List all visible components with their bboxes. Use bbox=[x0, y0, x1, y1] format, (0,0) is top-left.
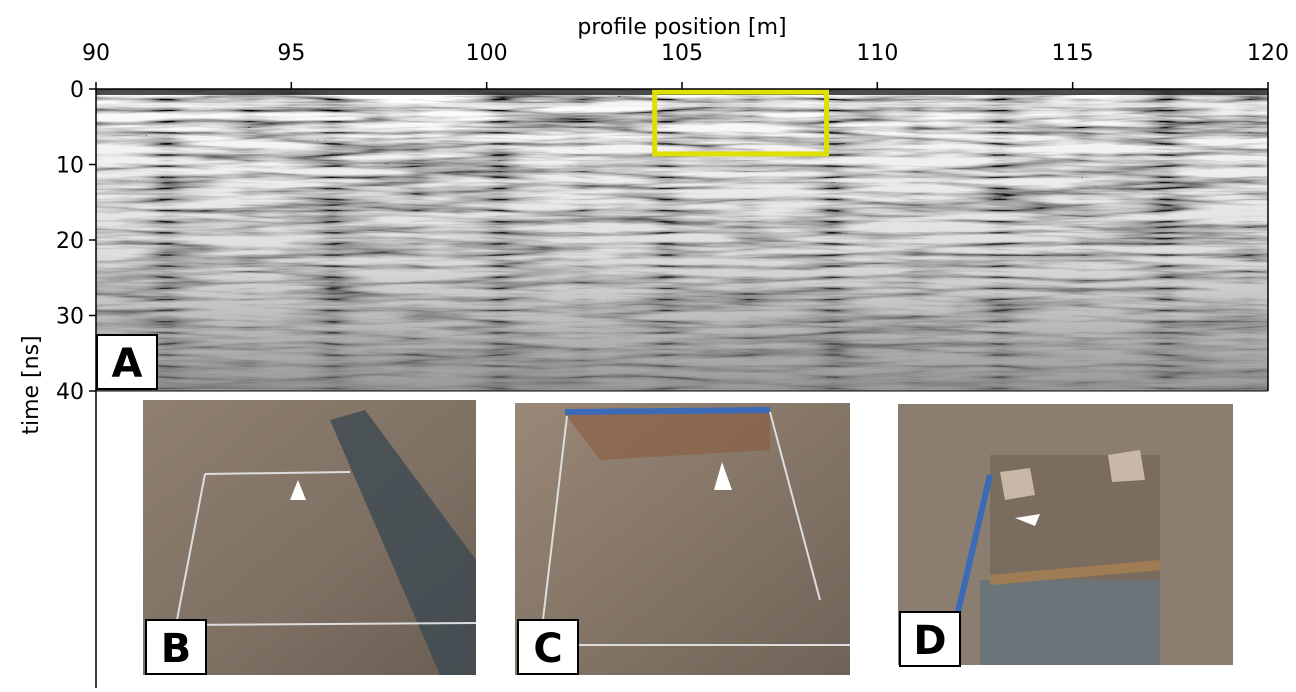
radargram-fade bbox=[96, 89, 1268, 391]
y-tick-label: 0 bbox=[70, 78, 84, 103]
x-axis-label: profile position [m] bbox=[577, 15, 786, 40]
panel-label: B bbox=[161, 626, 192, 672]
y-tick-label: 20 bbox=[56, 229, 84, 254]
panel-label: C bbox=[533, 626, 562, 672]
panel-label: D bbox=[913, 618, 946, 664]
x-tick-label: 105 bbox=[661, 41, 703, 66]
radargram-panel bbox=[96, 89, 1268, 391]
y-axis-label: time [ns] bbox=[19, 335, 44, 434]
y-tick-label: 30 bbox=[56, 305, 84, 330]
surface-band bbox=[96, 103, 1268, 107]
figure: 90 95 100 105 110 115 120 0 10 20 30 40 profile posi… bbox=[0, 0, 1296, 688]
x-tick-label: 100 bbox=[466, 41, 508, 66]
x-tick-label: 115 bbox=[1052, 41, 1094, 66]
x-tick-label: 90 bbox=[82, 41, 110, 66]
x-tick-label: 120 bbox=[1247, 41, 1289, 66]
y-tick-label: 10 bbox=[56, 154, 84, 179]
panel-label: A bbox=[112, 341, 143, 387]
x-tick-label: 95 bbox=[277, 41, 305, 66]
y-tick-label: 40 bbox=[56, 380, 84, 405]
x-tick-label: 110 bbox=[856, 41, 898, 66]
